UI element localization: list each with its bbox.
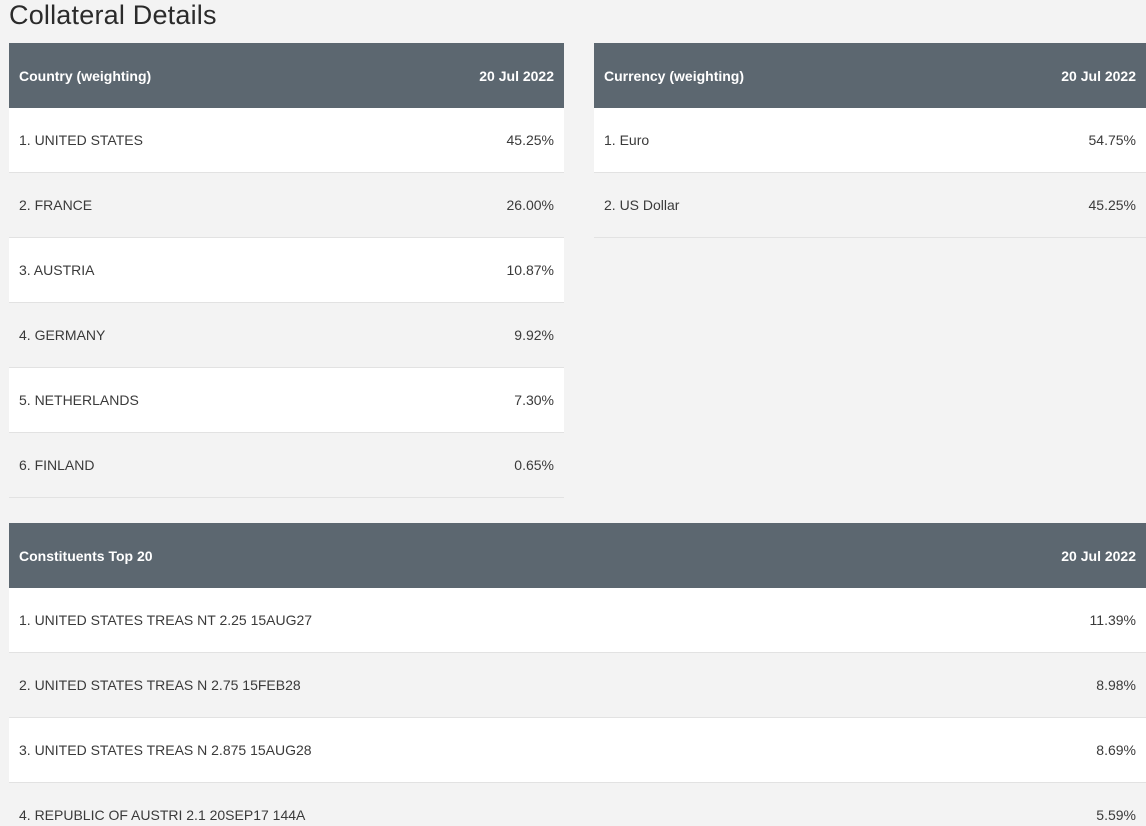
row-value: 7.30% — [514, 392, 554, 408]
row-value: 9.92% — [514, 327, 554, 343]
row-label: 2. US Dollar — [604, 197, 680, 213]
country-header-label: Country (weighting) — [19, 67, 152, 84]
currency-header-date: 20 Jul 2022 — [1061, 67, 1136, 84]
table-row: 1. Euro 54.75% — [594, 108, 1146, 173]
constituents-header-label: Constituents Top 20 — [19, 547, 153, 564]
country-header-date: 20 Jul 2022 — [479, 67, 554, 84]
country-table-header: Country (weighting) 20 Jul 2022 — [9, 43, 564, 108]
row-value: 45.25% — [1088, 197, 1136, 213]
row-value: 54.75% — [1088, 132, 1136, 148]
currency-header-label: Currency (weighting) — [604, 67, 745, 84]
row-value: 5.59% — [1096, 807, 1136, 823]
table-row: 2. US Dollar 45.25% — [594, 173, 1146, 238]
table-row: 1. UNITED STATES 45.25% — [9, 108, 564, 173]
currency-weighting-table: Currency (weighting) 20 Jul 2022 1. Euro… — [594, 43, 1146, 238]
row-value: 0.65% — [514, 457, 554, 473]
currency-table-header: Currency (weighting) 20 Jul 2022 — [594, 43, 1146, 108]
row-label: 1. UNITED STATES TREAS NT 2.25 15AUG27 — [19, 612, 313, 628]
constituents-header-date: 20 Jul 2022 — [1061, 547, 1136, 564]
row-label: 6. FINLAND — [19, 457, 95, 473]
constituents-top-20-table: Constituents Top 20 20 Jul 2022 1. UNITE… — [9, 523, 1146, 826]
row-value: 26.00% — [506, 197, 554, 213]
row-label: 4. GERMANY — [19, 327, 106, 343]
row-label: 2. UNITED STATES TREAS N 2.75 15FEB28 — [19, 677, 301, 693]
table-row: 6. FINLAND 0.65% — [9, 433, 564, 498]
constituents-table-header: Constituents Top 20 20 Jul 2022 — [9, 523, 1146, 588]
table-row: 4. REPUBLIC OF AUSTRI 2.1 20SEP17 144A 5… — [9, 783, 1146, 826]
row-label: 2. FRANCE — [19, 197, 93, 213]
table-row: 4. GERMANY 9.92% — [9, 303, 564, 368]
row-label: 3. UNITED STATES TREAS N 2.875 15AUG28 — [19, 742, 312, 758]
row-value: 8.98% — [1096, 677, 1136, 693]
row-label: 3. AUSTRIA — [19, 262, 95, 278]
row-label: 1. UNITED STATES — [19, 132, 143, 148]
row-label: 5. NETHERLANDS — [19, 392, 139, 408]
table-row: 2. UNITED STATES TREAS N 2.75 15FEB28 8.… — [9, 653, 1146, 718]
page-title: Collateral Details — [9, 0, 217, 30]
row-value: 8.69% — [1096, 742, 1136, 758]
table-row: 3. AUSTRIA 10.87% — [9, 238, 564, 303]
table-row: 5. NETHERLANDS 7.30% — [9, 368, 564, 433]
row-label: 1. Euro — [604, 132, 650, 148]
country-weighting-table: Country (weighting) 20 Jul 2022 1. UNITE… — [9, 43, 564, 498]
row-value: 11.39% — [1089, 612, 1136, 628]
row-label: 4. REPUBLIC OF AUSTRI 2.1 20SEP17 144A — [19, 807, 306, 823]
row-value: 10.87% — [506, 262, 554, 278]
table-row: 2. FRANCE 26.00% — [9, 173, 564, 238]
table-row: 3. UNITED STATES TREAS N 2.875 15AUG28 8… — [9, 718, 1146, 783]
row-value: 45.25% — [506, 132, 554, 148]
table-row: 1. UNITED STATES TREAS NT 2.25 15AUG27 1… — [9, 588, 1146, 653]
